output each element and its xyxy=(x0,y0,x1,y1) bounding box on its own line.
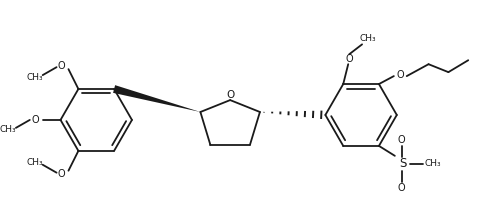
Text: CH₃: CH₃ xyxy=(0,125,16,134)
Text: O: O xyxy=(398,182,406,192)
Text: O: O xyxy=(397,70,405,80)
Text: O: O xyxy=(398,135,406,145)
Text: O: O xyxy=(32,115,40,125)
Text: O: O xyxy=(345,54,353,64)
Text: CH₃: CH₃ xyxy=(26,158,43,167)
Text: O: O xyxy=(58,61,65,71)
Text: S: S xyxy=(399,157,406,170)
Text: O: O xyxy=(58,169,65,179)
Polygon shape xyxy=(113,85,200,112)
Text: CH₃: CH₃ xyxy=(360,34,376,43)
Text: CH₃: CH₃ xyxy=(26,73,43,82)
Text: CH₃: CH₃ xyxy=(424,159,441,168)
Text: O: O xyxy=(226,90,234,100)
